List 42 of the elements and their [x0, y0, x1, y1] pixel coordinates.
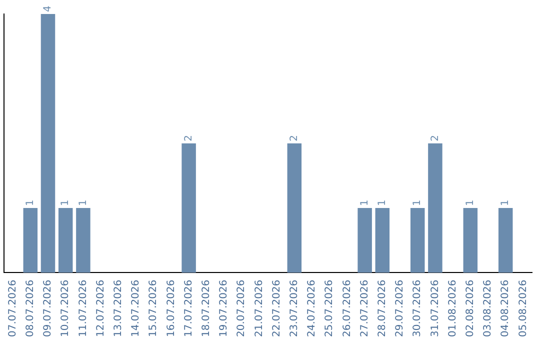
- x-tick-label: 26.07.2026: [342, 280, 353, 338]
- x-tick-label: 08.07.2026: [24, 280, 36, 338]
- x-tick-label: 24.07.2026: [306, 280, 318, 338]
- x-tick-label: 31.07.2026: [430, 280, 441, 338]
- data-label: 1: [60, 200, 72, 206]
- data-label: 1: [500, 200, 512, 206]
- x-tick-label: 20.07.2026: [236, 280, 248, 338]
- data-label: 1: [376, 200, 388, 206]
- data-label: 4: [42, 6, 54, 12]
- x-tick-label: 01.08.2026: [447, 280, 458, 338]
- x-tick-label: 05.08.2026: [518, 280, 529, 338]
- data-label: 1: [464, 200, 476, 206]
- data-label: 1: [78, 200, 89, 206]
- x-tick-label: 28.07.2026: [376, 280, 388, 338]
- x-tick-label: 04.08.2026: [500, 280, 512, 338]
- x-tick-label: 23.07.2026: [288, 280, 300, 338]
- x-tick-label: 18.07.2026: [200, 280, 212, 338]
- x-tick-label: 16.07.2026: [166, 280, 177, 338]
- x-tick-label: 14.07.2026: [130, 280, 142, 338]
- x-tick-label: 11.07.2026: [78, 280, 89, 338]
- x-tick-label: 09.07.2026: [42, 280, 54, 338]
- x-tick-label: 13.07.2026: [112, 280, 124, 338]
- x-tick-label: 19.07.2026: [218, 280, 230, 338]
- x-tick-label: 27.07.2026: [359, 280, 370, 338]
- data-label: 1: [24, 200, 36, 206]
- data-label: 1: [412, 200, 424, 206]
- x-tick-label: 17.07.2026: [183, 280, 194, 338]
- x-tick-label: 12.07.2026: [95, 280, 106, 338]
- x-tick-label: 10.07.2026: [60, 280, 72, 338]
- x-tick-label: 15.07.2026: [148, 280, 160, 338]
- x-tick-label: 21.07.2026: [254, 280, 265, 338]
- x-tick-label: 22.07.2026: [271, 280, 282, 338]
- x-tick-label: 30.07.2026: [412, 280, 424, 338]
- data-label: 1: [359, 200, 370, 206]
- x-tick-label: 25.07.2026: [324, 280, 336, 338]
- x-tick-label: 07.07.2026: [7, 280, 18, 338]
- x-tick-label: 29.07.2026: [394, 280, 406, 338]
- data-label: 2: [288, 134, 300, 142]
- data-label: 2: [430, 134, 441, 142]
- x-tick-label: 03.08.2026: [482, 280, 494, 338]
- data-label: 2: [183, 134, 194, 142]
- x-tick-label: 02.08.2026: [464, 280, 476, 338]
